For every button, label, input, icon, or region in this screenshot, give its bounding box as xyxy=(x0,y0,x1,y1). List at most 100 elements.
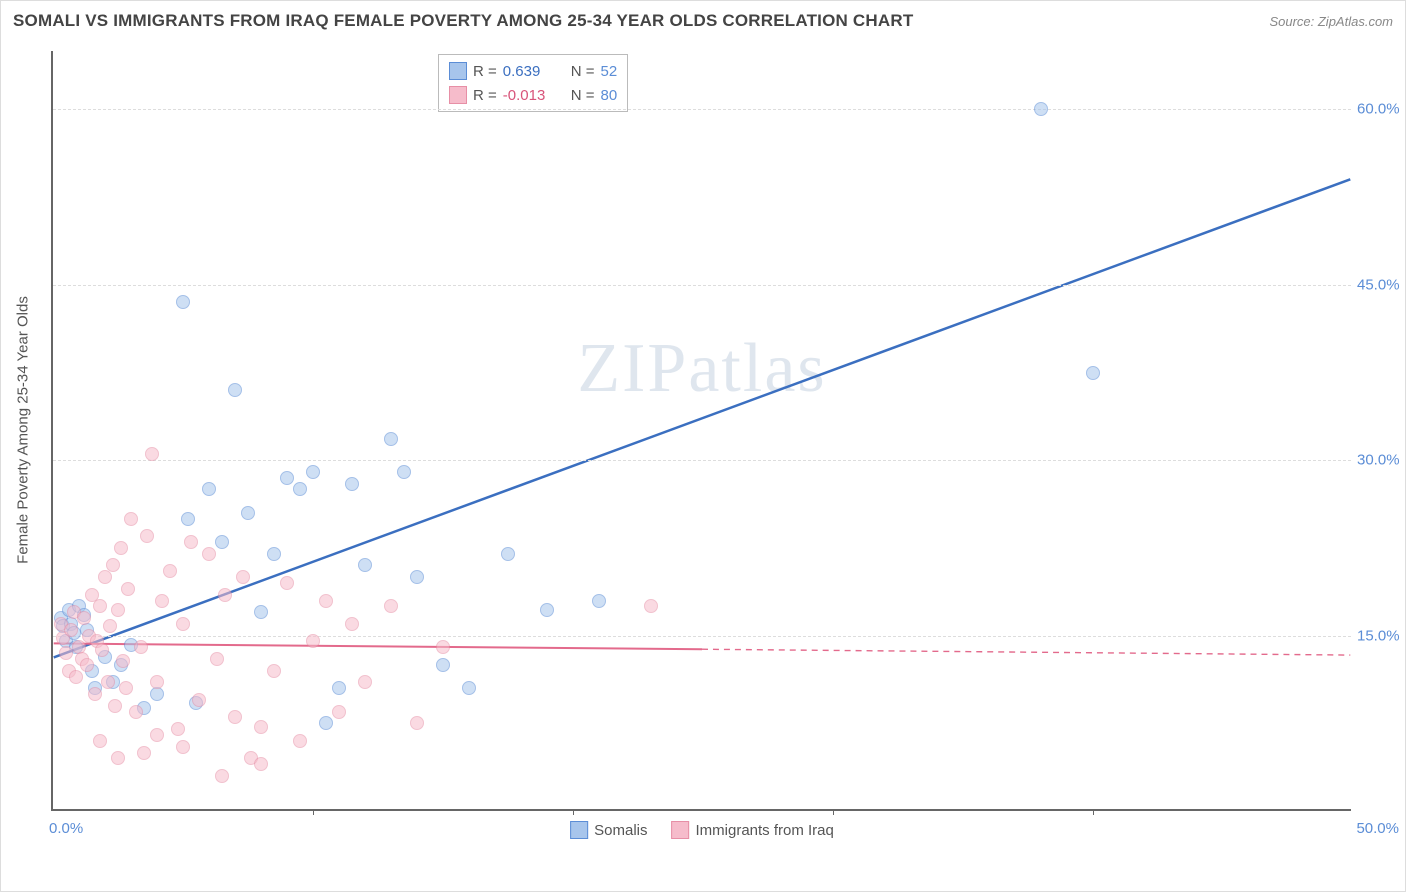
data-point xyxy=(319,594,333,608)
trend-line-extrapolated xyxy=(702,649,1350,655)
data-point xyxy=(137,746,151,760)
y-tick-label: 30.0% xyxy=(1351,452,1401,469)
data-point xyxy=(1086,366,1100,380)
data-point xyxy=(228,710,242,724)
data-point xyxy=(540,603,554,617)
data-point xyxy=(171,722,185,736)
title-bar: SOMALI VS IMMIGRANTS FROM IRAQ FEMALE PO… xyxy=(13,11,1393,31)
swatch-pink-icon xyxy=(449,86,467,104)
r-value-somalis: 0.639 xyxy=(503,63,557,80)
data-point xyxy=(215,769,229,783)
r-label: R = xyxy=(473,63,497,80)
data-point xyxy=(501,547,515,561)
legend-label: Somalis xyxy=(594,822,647,839)
data-point xyxy=(108,699,122,713)
source-attribution: Source: ZipAtlas.com xyxy=(1269,14,1393,29)
gridline-h xyxy=(53,460,1351,461)
data-point xyxy=(215,535,229,549)
data-point xyxy=(101,675,115,689)
r-value-iraq: -0.013 xyxy=(503,87,557,104)
legend-item-iraq: Immigrants from Iraq xyxy=(671,821,833,839)
data-point xyxy=(293,482,307,496)
n-value-somalis: 52 xyxy=(601,63,618,80)
data-point xyxy=(192,693,206,707)
data-point xyxy=(254,757,268,771)
chart-container: SOMALI VS IMMIGRANTS FROM IRAQ FEMALE PO… xyxy=(0,0,1406,892)
data-point xyxy=(124,512,138,526)
x-axis-min-label: 0.0% xyxy=(49,820,83,837)
data-point xyxy=(59,646,73,660)
y-tick-label: 15.0% xyxy=(1351,627,1401,644)
data-point xyxy=(116,654,130,668)
data-point xyxy=(280,576,294,590)
data-point xyxy=(114,541,128,555)
gridline-h xyxy=(53,109,1351,110)
data-point xyxy=(150,675,164,689)
n-label: N = xyxy=(571,63,595,80)
r-label: R = xyxy=(473,87,497,104)
data-point xyxy=(210,652,224,666)
data-point xyxy=(163,564,177,578)
data-point xyxy=(150,728,164,742)
data-point xyxy=(155,594,169,608)
trend-line xyxy=(54,179,1351,657)
data-point xyxy=(88,687,102,701)
data-point xyxy=(93,734,107,748)
data-point xyxy=(111,603,125,617)
data-point xyxy=(319,716,333,730)
data-point xyxy=(95,643,109,657)
data-point xyxy=(241,506,255,520)
y-tick-label: 60.0% xyxy=(1351,101,1401,118)
data-point xyxy=(202,482,216,496)
data-point xyxy=(345,477,359,491)
data-point xyxy=(293,734,307,748)
data-point xyxy=(592,594,606,608)
data-point xyxy=(236,570,250,584)
chart-title: SOMALI VS IMMIGRANTS FROM IRAQ FEMALE PO… xyxy=(13,11,913,31)
data-point xyxy=(384,599,398,613)
data-point xyxy=(218,588,232,602)
data-point xyxy=(184,535,198,549)
data-point xyxy=(306,465,320,479)
gridline-h xyxy=(53,285,1351,286)
data-point xyxy=(1034,102,1048,116)
data-point xyxy=(267,547,281,561)
trend-line xyxy=(54,643,702,649)
data-point xyxy=(267,664,281,678)
gridline-h xyxy=(53,636,1351,637)
data-point xyxy=(181,512,195,526)
data-point xyxy=(64,623,78,637)
watermark: ZIPatlas xyxy=(577,329,826,409)
corr-row-iraq: R = -0.013 N = 80 xyxy=(449,83,617,107)
corr-row-somalis: R = 0.639 N = 52 xyxy=(449,59,617,83)
data-point xyxy=(397,465,411,479)
data-point xyxy=(129,705,143,719)
data-point xyxy=(111,751,125,765)
data-point xyxy=(410,716,424,730)
data-point xyxy=(77,611,91,625)
legend-label: Immigrants from Iraq xyxy=(695,822,833,839)
data-point xyxy=(119,681,133,695)
data-point xyxy=(134,640,148,654)
swatch-blue-icon xyxy=(570,821,588,839)
y-axis-title: Female Poverty Among 25-34 Year Olds xyxy=(15,296,32,564)
legend-item-somalis: Somalis xyxy=(570,821,647,839)
y-tick-label: 45.0% xyxy=(1351,276,1401,293)
data-point xyxy=(176,617,190,631)
correlation-legend: R = 0.639 N = 52 R = -0.013 N = 80 xyxy=(438,54,628,112)
plot-area: ZIPatlas Female Poverty Among 25-34 Year… xyxy=(51,51,1351,811)
swatch-pink-icon xyxy=(671,821,689,839)
data-point xyxy=(306,634,320,648)
data-point xyxy=(644,599,658,613)
data-point xyxy=(145,447,159,461)
data-point xyxy=(98,570,112,584)
data-point xyxy=(176,295,190,309)
data-point xyxy=(202,547,216,561)
data-point xyxy=(93,599,107,613)
x-tick xyxy=(573,809,574,815)
data-point xyxy=(280,471,294,485)
data-point xyxy=(410,570,424,584)
data-point xyxy=(384,432,398,446)
data-point xyxy=(228,383,242,397)
data-point xyxy=(332,681,346,695)
